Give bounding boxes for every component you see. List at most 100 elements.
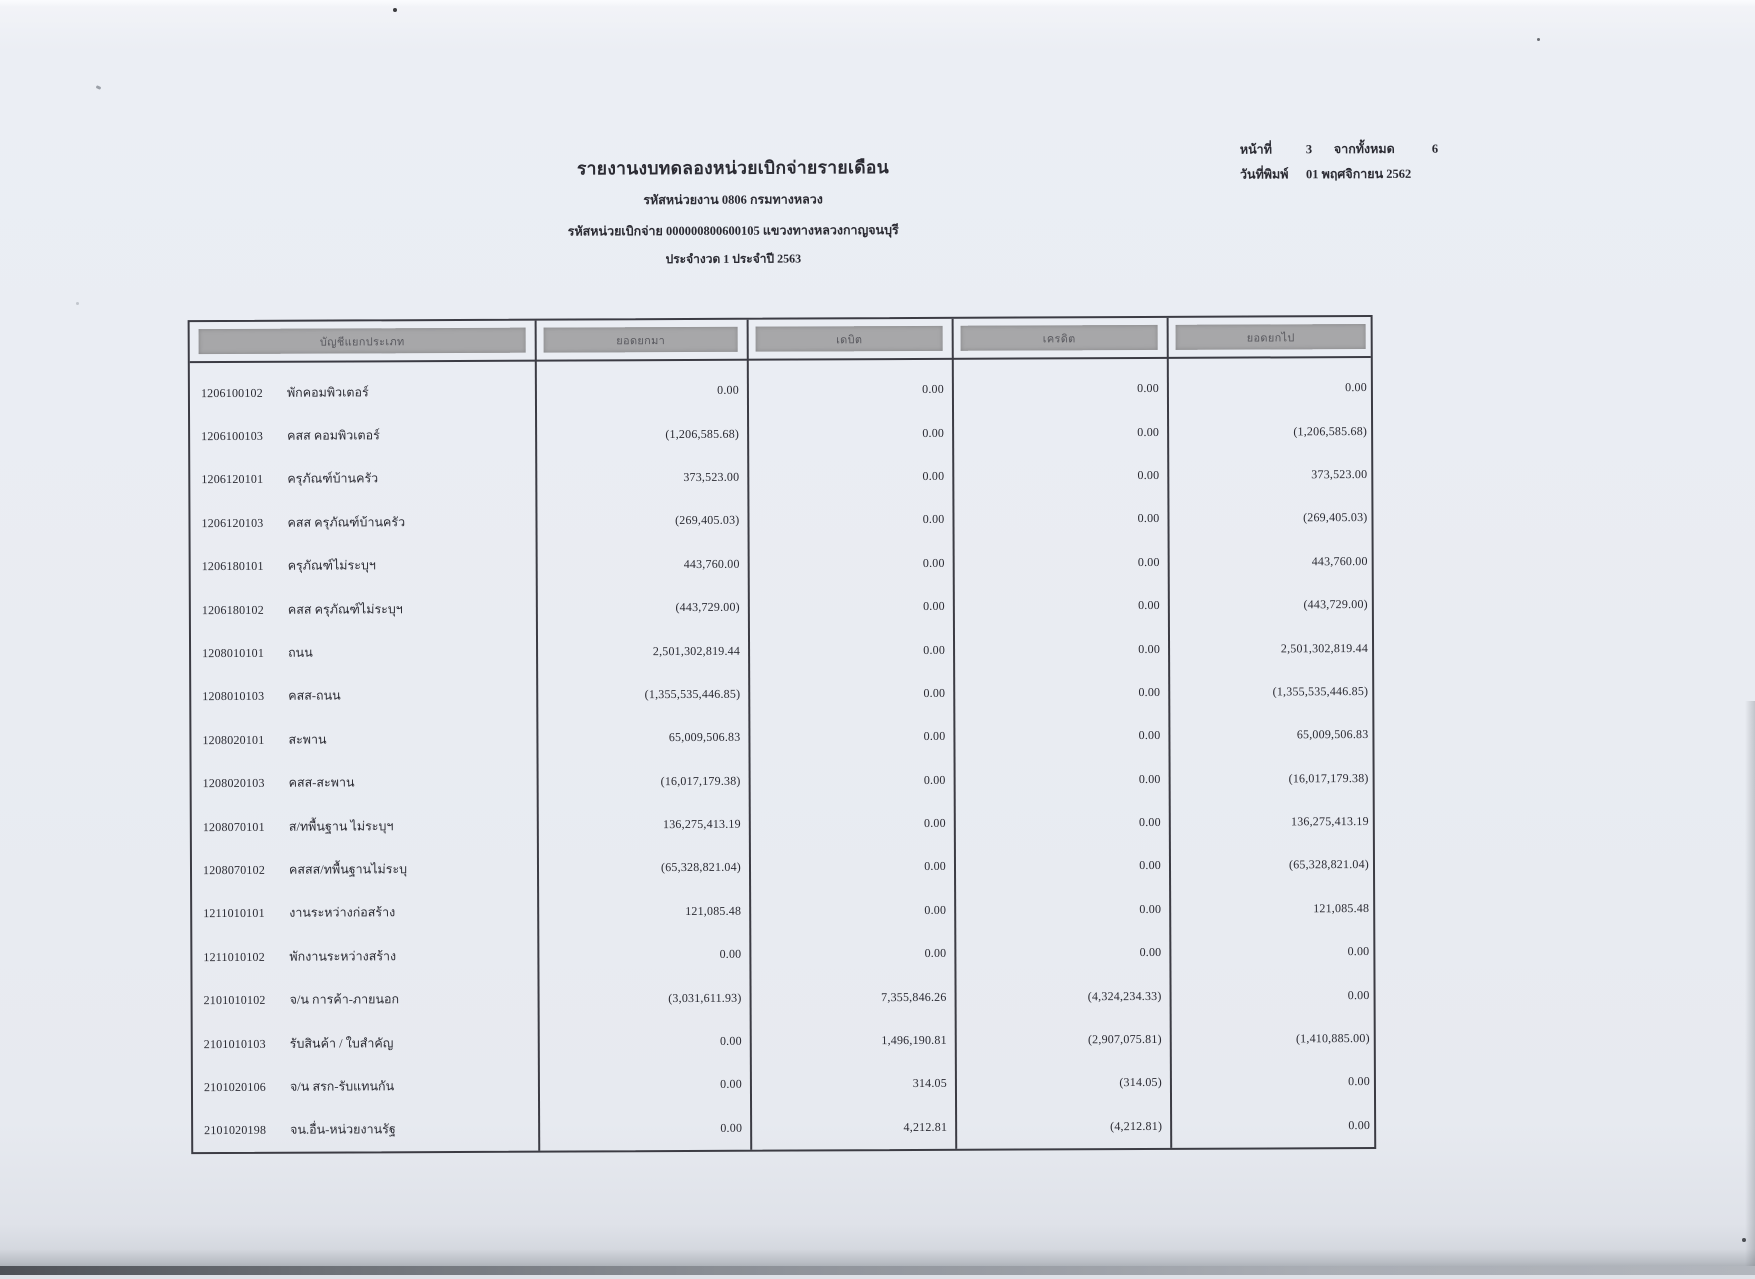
debit-value: 7,355,846.26 xyxy=(881,989,947,1004)
debit-value: 0.00 xyxy=(923,642,946,657)
account-cell: 2101020106 จ/น สรก-รับแทนกัน xyxy=(193,1076,538,1098)
account-code: 1206100103 xyxy=(201,428,264,444)
account-cell: 2101020198 จน.อื่น-หน่วยงานรัฐ xyxy=(193,1119,538,1141)
agency-code-line: รหัสหน่วยงาน 0806 กรมทางหลวง xyxy=(643,192,823,208)
credit-value: 0.00 xyxy=(1139,945,1162,960)
account-cell: 1208010101 ถนน xyxy=(191,642,536,664)
debit-value: 0.00 xyxy=(923,815,946,831)
scan-artifact xyxy=(76,302,79,305)
print-date-label: วันที่พิมพ์ xyxy=(1239,167,1289,182)
header-cell-account: บัญชีแยกประเภท xyxy=(190,321,535,362)
account-name: คสส ครุภัณฑ์ไม่ระบุฯ xyxy=(287,601,403,617)
balance-value: 0.00 xyxy=(1348,1074,1370,1089)
table-row: 1208010101 ถนน 2,501,302,819.44 0.00 0.0… xyxy=(191,626,1372,675)
account-name: คสส-ถนน xyxy=(288,688,341,704)
carry-forward-value: 443,760.00 xyxy=(683,556,740,571)
carry-forward-value: (1,206,585.68) xyxy=(665,426,740,441)
report-title: รายงานงบทดลองหน่วยเบิกจ่ายรายเดือน xyxy=(576,157,890,179)
period-line: ประจำงวด 1 ประจำปี 2563 xyxy=(665,251,802,267)
table-row: 1206120103 คสส ครุภัณฑ์บ้านครัว (269,405… xyxy=(190,496,1371,545)
account-name: สะพาน xyxy=(288,732,327,747)
balance-value: 2,501,302,819.44 xyxy=(1280,640,1369,655)
account-name: ถนน xyxy=(288,645,313,660)
header-label-account: บัญชีแยกประเภท xyxy=(198,327,526,355)
table-row: 1211010102 พักงานระหว่างสร้าง 0.00 0.00 … xyxy=(192,930,1373,979)
account-code: 1206120103 xyxy=(201,515,264,530)
balance-value: (65,328,821.04) xyxy=(1288,857,1370,872)
credit-value: (4,324,234.33) xyxy=(1087,988,1162,1003)
account-name: จน.อื่น-หน่วยงานรัฐ xyxy=(290,1122,396,1138)
account-cell: 2101010102 จ/น การค้า-ภายนอก xyxy=(193,989,538,1011)
carry-forward-value: 0.00 xyxy=(719,947,742,962)
debit-value: 0.00 xyxy=(924,902,947,917)
account-code: 1208010101 xyxy=(202,645,265,661)
account-cell: 1206100103 คสส คอมพิวเตอร์ xyxy=(190,425,535,447)
page-number: 3 xyxy=(1305,142,1313,157)
header-cell-debit: เดบิต xyxy=(747,319,952,359)
table-row: 1206100102 พักคอมพิวเตอร์ 0.00 0.00 0.00… xyxy=(190,366,1371,415)
balance-value: 136,275,413.19 xyxy=(1290,814,1369,829)
debit-value: 0.00 xyxy=(923,685,946,700)
header-cell-credit: เครดิต xyxy=(952,318,1167,358)
account-name: งานระหว่างก่อสร้าง xyxy=(289,905,396,921)
page-label: หน้าที่ xyxy=(1239,142,1272,157)
header-cell-carry-forward: ยอดยกมา xyxy=(535,320,747,360)
balance-value: 121,085.48 xyxy=(1313,900,1370,916)
account-name: ครุภัณฑ์ไม่ระบุฯ xyxy=(287,558,376,573)
account-code: 1206180101 xyxy=(201,559,264,574)
disbursing-unit-line: รหัสหน่วยเบิกจ่าย 000000800600105 แขวงทา… xyxy=(567,223,899,239)
total-pages: 6 xyxy=(1431,141,1439,156)
scan-artifact xyxy=(1537,38,1540,41)
print-date: 01 พฤศจิกายน 2562 xyxy=(1305,166,1412,182)
account-cell: 1208070102 คสสส/ทพื้นฐานไม่ระบุ xyxy=(192,859,537,881)
table-body: 1206100102 พักคอมพิวเตอร์ 0.00 0.00 0.00… xyxy=(190,358,1374,1152)
credit-value: 0.00 xyxy=(1138,641,1161,656)
table-row: 1208020101 สะพาน 65,009,506.83 0.00 0.00… xyxy=(191,713,1372,762)
balance-value: (1,410,885.00) xyxy=(1295,1031,1370,1046)
account-name: ครุภัณฑ์บ้านครัว xyxy=(287,471,379,487)
account-cell: 1206180101 ครุภัณฑ์ไม่ระบุฯ xyxy=(191,555,536,577)
credit-value: 0.00 xyxy=(1138,815,1161,830)
scan-artifact xyxy=(393,8,397,12)
table-row: 1206120101 ครุภัณฑ์บ้านครัว 373,523.00 0… xyxy=(190,453,1371,502)
credit-value: 0.00 xyxy=(1137,424,1160,439)
debit-value: 4,212.81 xyxy=(903,1119,948,1134)
credit-value: 0.00 xyxy=(1139,901,1162,916)
balance-value: (269,405.03) xyxy=(1303,510,1368,525)
account-cell: 1206120103 คสส ครุภัณฑ์บ้านครัว xyxy=(190,512,535,534)
account-name: ส/ทพื้นฐาน ไม่ระบุฯ xyxy=(288,818,394,834)
balance-value: 0.00 xyxy=(1347,944,1370,959)
account-code: 1208070102 xyxy=(202,862,266,878)
account-code: 1206180102 xyxy=(201,602,264,617)
account-code: 1208070101 xyxy=(202,819,265,834)
credit-value: 0.00 xyxy=(1137,554,1160,569)
balance-value: 0.00 xyxy=(1348,1117,1371,1132)
scan-edge-top xyxy=(0,0,1755,7)
debit-value: 0.00 xyxy=(922,468,945,483)
credit-value: (2,907,075.81) xyxy=(1087,1031,1162,1047)
account-cell: 1206120101 ครุภัณฑ์บ้านครัว xyxy=(190,468,535,490)
debit-value: 0.00 xyxy=(923,772,946,787)
trial-balance-table: บัญชีแยกประเภท ยอดยกมา เดบิต เครดิต ยอดย… xyxy=(187,314,1377,1155)
table-header-row: บัญชีแยกประเภท ยอดยกมา เดบิต เครดิต ยอดย… xyxy=(189,316,1371,364)
balance-value: 373,523.00 xyxy=(1311,466,1368,482)
table-row: 1206180102 คสส ครุภัณฑ์ไม่ระบุฯ (443,729… xyxy=(191,583,1372,632)
carry-forward-value: 0.00 xyxy=(720,1120,743,1135)
account-name: จ/น สรก-รับแทนกัน xyxy=(289,1079,395,1094)
account-name: คสส คอมพิวเตอร์ xyxy=(287,428,380,443)
account-name: รับสินค้า / ใบสำคัญ xyxy=(289,1035,394,1051)
account-cell: 1208070101 ส/ทพื้นฐาน ไม่ระบุฯ xyxy=(192,815,537,837)
carry-forward-value: (443,729.00) xyxy=(675,599,740,615)
table-row: 1211010101 งานระหว่างก่อสร้าง 121,085.48… xyxy=(192,887,1373,936)
account-code: 2101010103 xyxy=(203,1036,266,1051)
account-code: 2101010102 xyxy=(203,992,266,1008)
header-label-credit: เครดิต xyxy=(960,324,1158,351)
debit-value: 0.00 xyxy=(924,946,947,961)
account-cell: 1211010101 งานระหว่างก่อสร้าง xyxy=(192,902,537,924)
account-code: 1208020101 xyxy=(202,732,265,747)
account-code: 2101020198 xyxy=(204,1123,267,1138)
account-code: 1208010103 xyxy=(202,689,265,704)
account-code: 1206100102 xyxy=(200,385,263,400)
credit-value: 0.00 xyxy=(1138,728,1161,743)
